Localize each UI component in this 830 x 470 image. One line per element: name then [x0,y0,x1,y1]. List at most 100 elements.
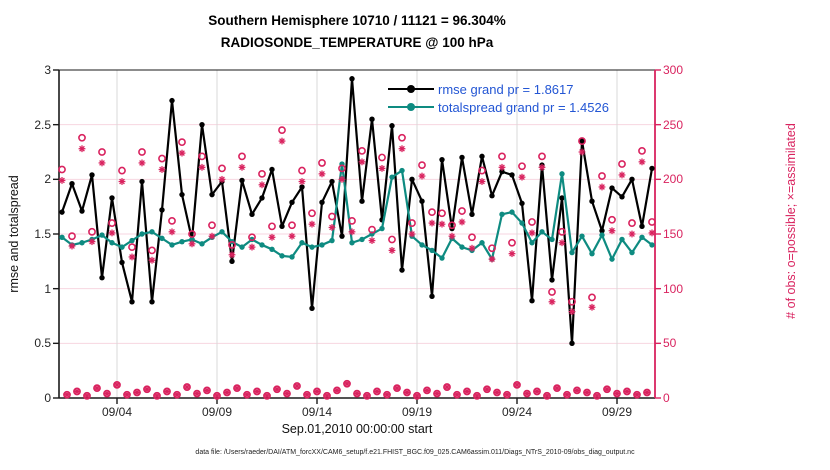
possible-obs-circle [98,148,106,156]
assimilated-obs-asterisk [204,387,210,394]
assimilated-obs-asterisk [339,176,345,183]
assimilated-obs-asterisk [189,240,195,247]
possible-obs-circle [538,152,546,161]
possible-obs-circle [68,232,76,241]
legend-line-sample-totalspread [388,98,434,116]
data-point-dot [269,246,275,253]
data-point-dot [219,229,225,235]
assimilated-obs-asterisk [529,230,535,236]
data-point-dot [639,223,645,230]
data-point-dot [559,195,565,201]
data-point-dot [279,253,285,259]
possible-obs-circle [308,209,316,218]
data-point-dot [419,242,425,248]
assimilated-obs-asterisk [244,391,250,398]
possible-obs-circle [468,233,476,242]
data-point-dot [619,194,625,200]
possible-obs-circle [408,219,416,227]
assimilated-obs-asterisk [264,392,270,399]
assimilated-obs-asterisk [79,145,85,152]
data-point-dot [389,174,395,180]
assimilated-obs-asterisk [84,392,90,399]
assimilated-obs-asterisk [99,160,105,166]
possible-obs-circle [638,147,646,155]
possible-obs-circle [78,133,86,142]
data-point-dot [569,340,575,347]
assimilated-obs-asterisk [349,228,355,235]
chart-title-line1: Southern Hemisphere 10710 / 11121 = 96.3… [208,13,506,28]
assimilated-obs-asterisk [374,388,380,395]
x-tick-label: 09/14 [301,405,333,419]
data-point-dot [549,236,555,243]
assimilated-obs-asterisk [144,386,150,393]
assimilated-obs-asterisk [579,149,585,155]
possible-obs-circle [428,208,436,217]
assimilated-obs-asterisk [359,158,365,165]
data-point-dot [59,234,65,240]
possible-obs-circle [238,152,246,161]
data-point-dot [79,208,85,214]
assimilated-obs-asterisk [279,138,285,144]
data-point-dot [279,223,285,230]
data-point-dot [159,235,165,242]
data-point-dot [109,195,115,201]
assimilated-obs-asterisk [354,390,360,397]
data-point-dot [479,153,485,160]
data-point-dot [179,238,185,245]
data-point-dot [649,165,655,172]
assimilated-obs-asterisk [569,308,575,315]
assimilated-obs-asterisk [419,173,425,179]
data-point-dot [469,211,475,218]
data-point-dot [359,236,365,243]
data-point-dot [519,200,525,207]
possible-obs-circle [488,244,496,253]
assimilated-obs-asterisk [179,150,185,156]
data-point-dot [399,267,405,273]
assimilated-obs-asterisk [379,165,385,172]
possible-obs-circle [128,243,136,252]
data-point-dot [579,233,585,239]
assimilated-obs-asterisk [449,233,455,240]
assimilated-obs-asterisk [474,392,480,399]
possible-obs-circle [518,162,526,171]
legend-item-rmse: rmse grand pr = 1.8617 [388,80,609,98]
data-point-dot [299,240,305,246]
data-point-dot [189,236,195,243]
data-point-dot [439,156,445,163]
possible-obs-circle [458,207,466,215]
data-point-dot [269,166,275,173]
assimilated-obs-asterisk [119,178,125,185]
assimilated-obs-asterisk [294,383,300,389]
assimilated-obs-asterisk [149,257,155,264]
possible-obs-circle [368,225,376,234]
data-point-dot [59,209,65,215]
possible-obs-circle [338,164,346,173]
data-point-dot [559,171,565,177]
legend-line-sample-rmse [388,80,434,98]
assimilated-obs-asterisk [299,178,305,185]
data-point-dot [329,237,335,244]
x-axis-label: Sep.01,2010 00:00:00 start [281,422,433,436]
assimilated-obs-asterisk [459,219,465,225]
assimilated-obs-asterisk [629,231,635,237]
possible-obs-circle [208,221,216,230]
data-point-dot [429,247,435,254]
assimilated-obs-asterisk [249,244,255,250]
x-tick-label: 09/19 [401,405,433,419]
data-point-dot [419,198,425,204]
data-point-dot [119,244,125,250]
data-point-dot [609,256,615,262]
assimilated-obs-asterisk [469,245,475,252]
left-tick-label: 2 [44,172,51,187]
data-point-dot [529,297,535,304]
assimilated-obs-asterisk [414,392,420,399]
assimilated-obs-asterisk [259,181,265,188]
data-point-dot [489,193,495,199]
assimilated-obs-asterisk [94,385,100,392]
assimilated-obs-asterisk [464,388,470,395]
assimilated-obs-asterisk [639,158,645,165]
data-point-dot [249,211,255,218]
data-point-dot [429,293,435,300]
assimilated-obs-asterisk [59,177,65,184]
possible-obs-circle [558,227,566,236]
